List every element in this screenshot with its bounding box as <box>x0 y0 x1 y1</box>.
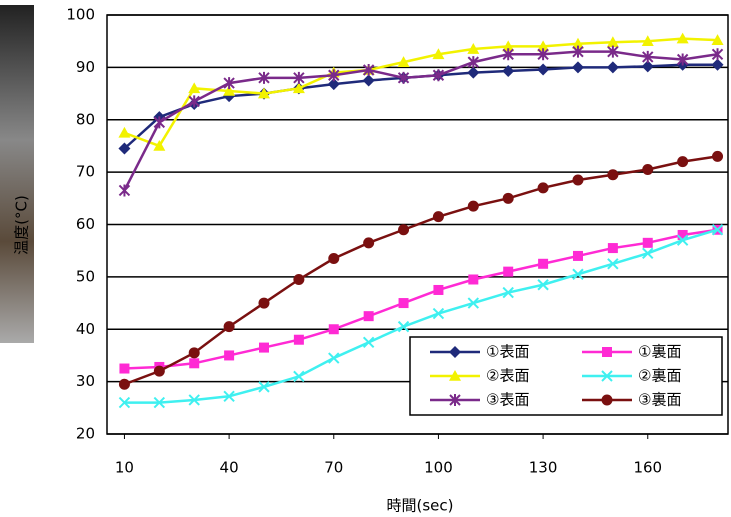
chart: 温度(°C) 時間(sec) 20 30 40 50 60 70 80 90 100 10 40 70… <box>0 0 731 517</box>
y-tick-label: 50 <box>76 267 95 285</box>
y-tick-label: 80 <box>76 110 95 128</box>
legend-label: ②裏面 <box>638 367 681 385</box>
marker <box>468 201 479 212</box>
marker <box>503 267 513 277</box>
x-tick-label: 10 <box>115 459 134 477</box>
marker <box>119 379 130 390</box>
marker <box>607 169 618 180</box>
y-tick-label: 70 <box>76 163 95 181</box>
marker <box>538 259 548 269</box>
marker <box>572 174 583 185</box>
x-tick-label: 160 <box>633 459 662 477</box>
y-tick-label: 20 <box>76 425 95 443</box>
marker <box>538 182 549 193</box>
marker <box>189 358 199 368</box>
marker <box>328 253 339 264</box>
marker <box>259 343 269 353</box>
y-tick-label: 60 <box>76 215 95 233</box>
x-axis-label: 時間(sec) <box>387 497 454 515</box>
x-tick-label: 130 <box>529 459 558 477</box>
marker <box>503 193 514 204</box>
marker <box>364 311 374 321</box>
y-axis-label: 温度(°C) <box>13 195 31 255</box>
marker <box>712 151 723 162</box>
marker <box>468 274 478 284</box>
marker <box>433 211 444 222</box>
photo-fragment <box>0 5 34 343</box>
y-tick-label: 100 <box>66 6 95 24</box>
marker <box>293 274 304 285</box>
marker <box>643 238 653 248</box>
y-tick-label: 90 <box>76 58 95 76</box>
y-tick-label: 30 <box>76 372 95 390</box>
marker <box>294 335 304 345</box>
marker <box>573 251 583 261</box>
marker <box>329 324 339 334</box>
marker <box>398 224 409 235</box>
marker <box>642 164 653 175</box>
legend-label: ①表面 <box>486 343 529 361</box>
marker <box>119 364 129 374</box>
marker <box>224 321 235 332</box>
y-tick-label: 40 <box>76 320 95 338</box>
x-tick-label: 40 <box>220 459 239 477</box>
legend-label: ②表面 <box>486 367 529 385</box>
marker <box>363 237 374 248</box>
marker <box>224 350 234 360</box>
marker <box>154 366 165 377</box>
legend-label: ③裏面 <box>638 391 681 409</box>
x-tick-label: 70 <box>324 459 343 477</box>
marker <box>258 298 269 309</box>
marker <box>608 243 618 253</box>
marker <box>433 285 443 295</box>
legend-marker <box>602 395 613 406</box>
x-tick-label: 100 <box>424 459 453 477</box>
marker <box>677 156 688 167</box>
marker <box>189 347 200 358</box>
legend-label: ①裏面 <box>638 343 681 361</box>
marker <box>399 298 409 308</box>
legend-label: ③表面 <box>486 391 529 409</box>
legend-marker <box>602 347 612 357</box>
